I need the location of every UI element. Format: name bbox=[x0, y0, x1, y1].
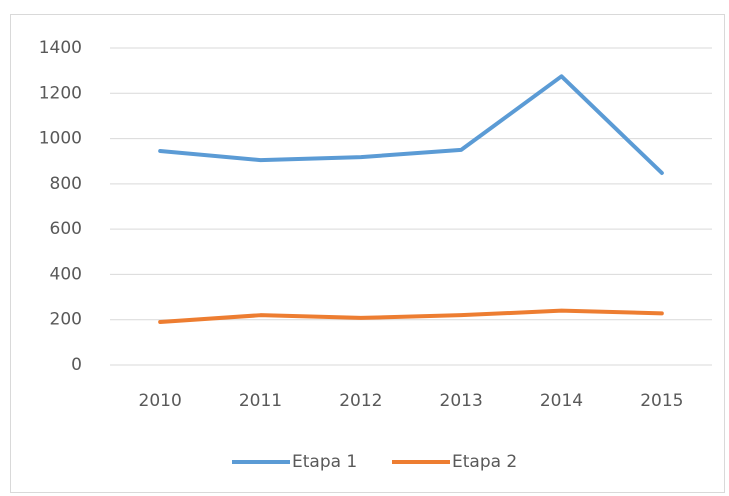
series-line bbox=[158, 74, 664, 175]
chart-frame bbox=[10, 14, 725, 493]
y-tick-label: 0 bbox=[71, 355, 82, 375]
y-tick-label: 1000 bbox=[39, 129, 82, 149]
legend-label: Etapa 2 bbox=[452, 452, 517, 472]
x-tick-label: 2014 bbox=[540, 391, 583, 411]
y-tick-label: 1400 bbox=[39, 38, 82, 58]
x-tick-label: 2012 bbox=[339, 391, 382, 411]
y-tick-label: 200 bbox=[50, 310, 82, 330]
x-tick-label: 2011 bbox=[239, 391, 282, 411]
y-tick-label: 1200 bbox=[39, 83, 82, 103]
x-tick-label: 2015 bbox=[640, 391, 683, 411]
series-line bbox=[158, 308, 664, 324]
legend-label: Etapa 1 bbox=[292, 452, 357, 472]
y-tick-label: 600 bbox=[50, 219, 82, 239]
y-tick-label: 400 bbox=[50, 264, 82, 284]
x-tick-label: 2013 bbox=[440, 391, 483, 411]
x-tick-label: 2010 bbox=[139, 391, 182, 411]
y-tick-label: 800 bbox=[50, 174, 82, 194]
